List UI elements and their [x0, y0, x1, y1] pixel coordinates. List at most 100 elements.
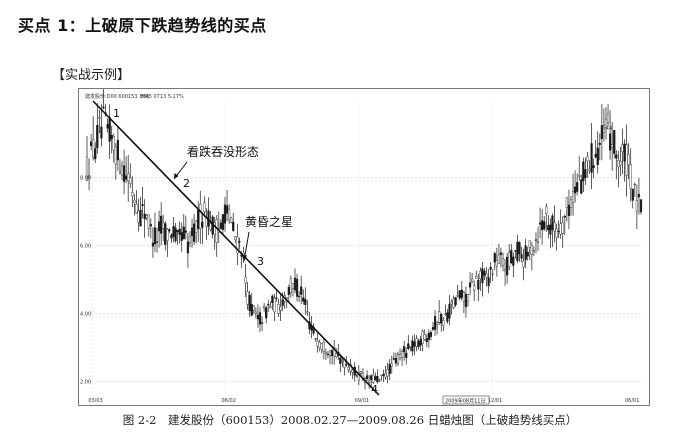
candle-body: [394, 358, 398, 364]
candle-body: [219, 222, 222, 229]
grid-layer: [87, 103, 641, 395]
candle-body: [473, 285, 476, 291]
candle-body: [186, 241, 190, 254]
y-tick-label: 2.00: [80, 379, 91, 385]
candle-body: [425, 338, 428, 343]
candle-body: [576, 182, 579, 192]
candle-body: [549, 224, 552, 235]
candle-body: [390, 363, 393, 367]
candle-body: [176, 230, 179, 233]
candle-body: [139, 209, 142, 227]
candle-body: [569, 199, 573, 208]
candle-body: [436, 322, 439, 325]
x-axis: 03/03 06/02 09/01 12/01 06/01: [88, 398, 639, 404]
candle-body: [326, 353, 330, 356]
candle-body: [388, 364, 391, 374]
candle-body: [160, 215, 163, 234]
candle-body: [405, 352, 408, 358]
candle-body: [162, 222, 165, 229]
candle-body: [137, 210, 140, 223]
candle-body: [600, 125, 603, 140]
candle-body: [584, 169, 587, 179]
candle-body: [372, 374, 375, 383]
x-tick-label: 03/03: [88, 398, 102, 404]
candle-body: [563, 215, 566, 218]
candle-body: [170, 234, 173, 239]
chart-indicator: MA5 0713 5.17%: [141, 94, 184, 100]
candle-body: [602, 125, 606, 133]
candle-body: [125, 175, 128, 180]
candle-body: [197, 210, 200, 230]
candle-body: [559, 223, 562, 235]
candle-body: [98, 117, 101, 119]
candlestick-chart: 建发股份 D00 600153 日线 MA5 0713 5.17% 8.00 6.…: [78, 83, 650, 406]
candle-body: [442, 320, 445, 326]
candle-body: [182, 226, 185, 240]
candle-body: [304, 298, 307, 305]
candle-body: [92, 139, 95, 158]
candle-body: [448, 304, 451, 319]
candle-body: [633, 183, 636, 186]
candle-body: [615, 154, 618, 159]
candle-body: [431, 326, 435, 330]
candle-body: [524, 245, 527, 261]
candle-body: [129, 177, 132, 184]
candle-body: [536, 241, 540, 244]
candle-body: [510, 250, 513, 263]
candle-body: [623, 143, 626, 162]
candle-body: [571, 191, 575, 203]
candle-body: [518, 242, 521, 255]
candle-body: [440, 314, 443, 324]
candle-body: [580, 179, 583, 194]
candle-body: [588, 168, 591, 171]
figure-caption: 图 2-2 建发股份（600153）2008.02.27—2009.08.26 …: [122, 413, 578, 427]
candle-body: [557, 230, 560, 233]
candle-body: [120, 165, 124, 176]
candle-body: [555, 228, 558, 238]
candle-body: [147, 214, 150, 229]
candle-body: [135, 204, 138, 214]
candle-body: [586, 156, 589, 161]
candle-body: [464, 293, 468, 308]
candle-body: [598, 143, 601, 145]
candle-body: [415, 338, 418, 347]
candle-body: [328, 350, 332, 356]
candle-body: [298, 295, 301, 298]
candle-body: [534, 239, 538, 241]
candle-body: [374, 376, 377, 380]
candle-body: [267, 304, 270, 306]
candle-body: [127, 173, 130, 182]
candle-body: [209, 223, 212, 231]
candle-body: [594, 153, 597, 158]
candle-body: [516, 241, 519, 262]
candle-body: [590, 143, 593, 173]
candle-body: [273, 297, 276, 313]
candle-body: [452, 298, 455, 308]
candle-body: [180, 232, 183, 241]
candle-body: [631, 188, 634, 201]
candle-body: [419, 339, 422, 346]
candle-body: [110, 135, 113, 140]
candle-body: [528, 240, 531, 248]
candle-body: [85, 156, 89, 181]
candle-body: [483, 270, 486, 276]
candle-body: [561, 222, 564, 234]
candle-body: [275, 297, 278, 299]
candle-body: [174, 227, 177, 242]
candle-body: [460, 289, 463, 298]
candle-body: [322, 341, 325, 352]
candle-body: [413, 341, 416, 347]
x-tick-label: 12/01: [488, 398, 502, 404]
candle-body: [225, 205, 229, 214]
candle-body: [271, 295, 274, 304]
candle-body: [100, 126, 103, 139]
candle-body: [411, 340, 414, 352]
candle-body: [639, 199, 643, 213]
candle-body: [157, 221, 161, 232]
candle-body: [153, 227, 157, 245]
candle-body: [592, 165, 595, 168]
candle-body: [236, 236, 239, 254]
y-tick-label: 6.00: [80, 244, 91, 250]
candle-body: [300, 286, 303, 295]
candle-body: [380, 374, 383, 376]
